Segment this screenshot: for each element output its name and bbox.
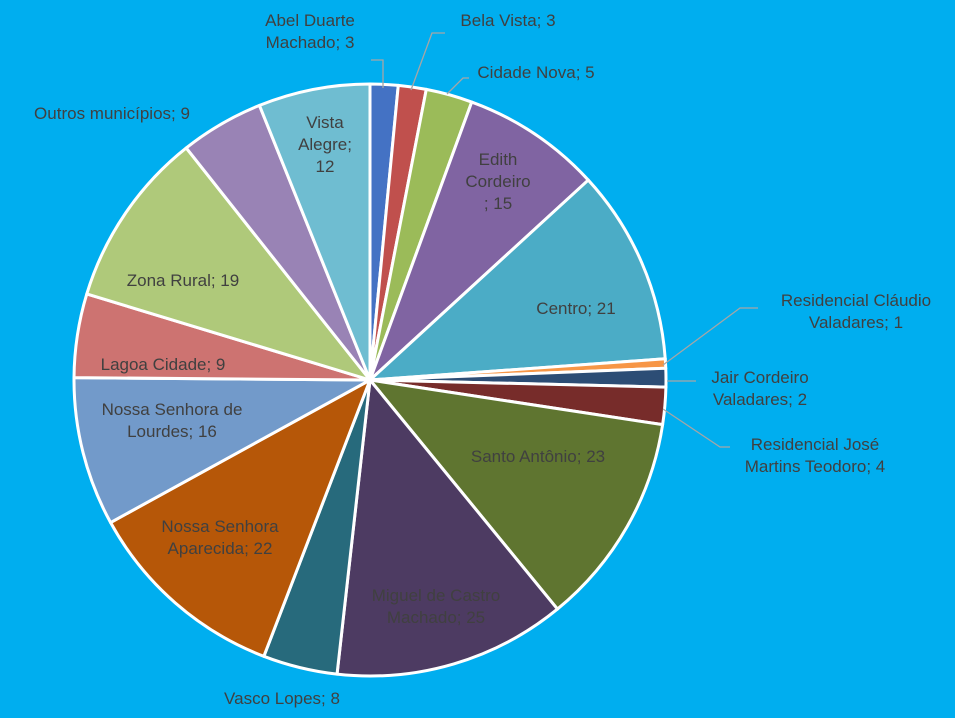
data-label-line: Lourdes; 16: [127, 422, 217, 441]
leader-line: [662, 408, 730, 448]
data-label-line: Vasco Lopes; 8: [224, 689, 340, 708]
data-label-line: 12: [316, 157, 335, 176]
data-label: Lagoa Cidade; 9: [101, 355, 226, 374]
data-label: Miguel de Castro Machado; 25: [372, 586, 501, 627]
leader-line: [662, 307, 758, 366]
pie-slice-miguel-de-castro-machado: [335, 378, 559, 678]
pie-slice-zona-rural: [85, 146, 372, 382]
leader-lines: [371, 32, 758, 448]
data-label: Nossa Senhora Aparecida; 22: [161, 517, 279, 558]
data-label: Centro; 21: [536, 299, 615, 318]
pie-slice-santo-ant-nio: [368, 378, 665, 611]
data-label: Jair Cordeiro Valadares; 2: [711, 368, 808, 409]
data-label-line: ; 15: [484, 194, 512, 213]
data-label-line: Edith: [479, 150, 518, 169]
data-label: Edith Cordeiro ; 15: [465, 150, 530, 213]
data-label-line: Nossa Senhora: [161, 517, 279, 536]
data-label: Residencial Cláudio Valadares; 1: [781, 291, 931, 332]
data-label: Nossa Senhora de Lourdes; 16: [102, 400, 243, 441]
data-label: Zona Rural; 19: [127, 271, 239, 290]
data-label-line: Valadares; 1: [809, 313, 903, 332]
data-label-line: Vista: [306, 113, 344, 132]
data-label-line: Centro; 21: [536, 299, 615, 318]
leader-line: [446, 77, 469, 95]
data-label-line: Residencial Cláudio: [781, 291, 931, 310]
data-label-line: Jair Cordeiro: [711, 368, 808, 387]
data-label: Residencial José Martins Teodoro; 4: [745, 435, 885, 476]
data-label-line: Abel Duarte: [265, 11, 355, 30]
pie-slice-vista-alegre: [257, 82, 372, 382]
data-label: Cidade Nova; 5: [477, 63, 594, 82]
pie-slice-edith-cordeiro: [368, 100, 590, 382]
data-label-line: Alegre;: [298, 135, 352, 154]
data-label-line: Aparecida; 22: [168, 539, 273, 558]
data-label-line: Residencial José: [751, 435, 880, 454]
leader-line: [371, 59, 384, 88]
data-label: Outros municípios; 9: [34, 104, 190, 123]
pie-slices: [72, 82, 668, 678]
data-label: Bela Vista; 3: [460, 11, 555, 30]
data-label: Vista Alegre; 12: [298, 113, 352, 176]
data-label-line: Outros municípios; 9: [34, 104, 190, 123]
data-label-line: Cordeiro: [465, 172, 530, 191]
data-label-line: Cidade Nova; 5: [477, 63, 594, 82]
data-label-line: Machado; 3: [266, 33, 355, 52]
data-label-line: Lagoa Cidade; 9: [101, 355, 226, 374]
data-label-line: Nossa Senhora de: [102, 400, 243, 419]
data-label-line: Bela Vista; 3: [460, 11, 555, 30]
pie-slice-centro: [368, 178, 667, 382]
leader-line: [410, 32, 445, 91]
pie-slice-nossa-senhora-de-lourdes: [72, 376, 372, 525]
data-label: Vasco Lopes; 8: [224, 689, 340, 708]
data-label-line: Martins Teodoro; 4: [745, 457, 885, 476]
data-label-line: Miguel de Castro: [372, 586, 501, 605]
data-label: Santo Antônio; 23: [471, 447, 605, 466]
data-label-line: Santo Antônio; 23: [471, 447, 605, 466]
data-label-line: Valadares; 2: [713, 390, 807, 409]
data-label-line: Zona Rural; 19: [127, 271, 239, 290]
pie-slice-nossa-senhora-aparecida: [109, 378, 372, 658]
data-label-line: Machado; 25: [387, 608, 485, 627]
data-labels: Abel Duarte Machado; 3 Bela Vista; 3 Cidade…: [34, 11, 931, 708]
data-label: Abel Duarte Machado; 3: [265, 11, 355, 52]
